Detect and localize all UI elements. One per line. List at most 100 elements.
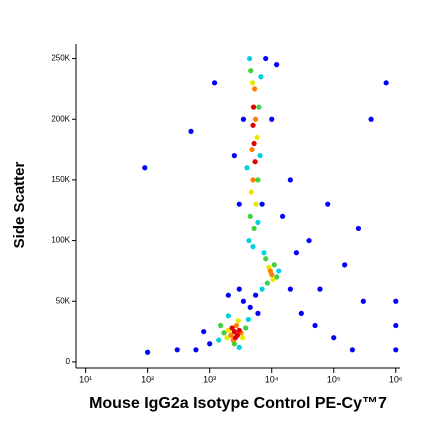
- point: [255, 177, 261, 183]
- point: [263, 55, 269, 62]
- point: [225, 313, 231, 319]
- point: [216, 337, 222, 343]
- point: [246, 237, 252, 244]
- point: [250, 244, 256, 250]
- point: [393, 322, 399, 329]
- point: [236, 344, 242, 350]
- point: [271, 262, 277, 268]
- point: [229, 325, 235, 331]
- y-tick-label: 250K: [51, 54, 70, 63]
- point: [246, 55, 253, 62]
- point: [257, 153, 263, 159]
- point: [225, 292, 231, 298]
- point: [259, 201, 265, 207]
- point: [221, 330, 227, 336]
- point: [383, 80, 389, 86]
- point: [342, 262, 348, 268]
- point: [245, 316, 251, 323]
- y-tick-label: 0: [66, 357, 71, 366]
- point: [249, 146, 255, 153]
- point: [267, 268, 273, 274]
- point: [207, 341, 213, 347]
- point: [252, 159, 258, 165]
- point: [368, 116, 374, 122]
- point: [236, 286, 242, 292]
- point: [233, 322, 240, 329]
- point: [287, 177, 293, 183]
- point: [235, 318, 241, 324]
- x-tick-label: 10⁶: [389, 374, 403, 384]
- y-tick-label: 200K: [51, 114, 70, 123]
- point: [251, 140, 257, 147]
- point: [145, 349, 151, 355]
- point: [298, 310, 304, 316]
- point: [240, 335, 246, 341]
- y-tick-label: 150K: [51, 175, 70, 184]
- point: [317, 286, 323, 292]
- point: [236, 201, 242, 207]
- point: [251, 225, 257, 232]
- point: [270, 276, 276, 283]
- point: [236, 327, 242, 333]
- point: [355, 225, 362, 232]
- point: [193, 347, 199, 353]
- point: [255, 219, 261, 225]
- point: [306, 237, 312, 244]
- point: [201, 328, 207, 335]
- point: [261, 250, 267, 256]
- y-tick-label: 100K: [51, 236, 70, 245]
- point: [225, 327, 231, 333]
- point: [188, 128, 194, 134]
- point: [228, 332, 234, 338]
- point: [360, 298, 366, 304]
- point: [252, 86, 258, 92]
- point: [256, 104, 262, 110]
- point: [249, 80, 256, 86]
- point: [259, 286, 265, 292]
- point: [255, 310, 261, 316]
- point: [232, 335, 239, 341]
- point: [276, 268, 282, 274]
- point: [263, 256, 269, 262]
- point: [325, 201, 331, 207]
- point: [253, 201, 259, 207]
- point: [331, 335, 337, 341]
- point: [247, 304, 253, 310]
- point: [224, 335, 230, 341]
- point: [217, 322, 224, 329]
- point: [393, 347, 399, 353]
- point: [243, 325, 249, 331]
- x-tick-label: 10⁴: [265, 374, 279, 384]
- point: [240, 116, 247, 122]
- point: [248, 68, 254, 74]
- point: [280, 213, 286, 219]
- point: [264, 280, 270, 286]
- point: [252, 116, 259, 122]
- x-tick-label: 10³: [203, 374, 216, 384]
- x-tick-label: 10¹: [79, 374, 92, 384]
- point: [142, 165, 148, 171]
- x-tick-label: 10²: [141, 374, 154, 384]
- y-tick-label: 50K: [56, 296, 71, 305]
- point: [349, 347, 356, 353]
- point: [254, 134, 260, 141]
- point: [250, 104, 257, 110]
- y-axis-title: Side Scatter: [11, 161, 28, 248]
- point: [312, 322, 318, 329]
- point: [211, 80, 218, 86]
- point: [231, 153, 237, 159]
- point: [250, 122, 256, 128]
- point: [174, 347, 180, 353]
- point: [250, 177, 256, 183]
- point: [258, 74, 264, 80]
- point: [252, 292, 259, 298]
- point: [244, 165, 250, 171]
- x-axis-title: Mouse IgG2a Isotype Control PE-Cy™7: [89, 395, 387, 412]
- point: [274, 62, 280, 68]
- point: [287, 286, 293, 292]
- x-tick-label: 10⁵: [327, 374, 341, 384]
- point: [293, 250, 299, 256]
- point: [240, 298, 247, 304]
- point: [269, 116, 275, 122]
